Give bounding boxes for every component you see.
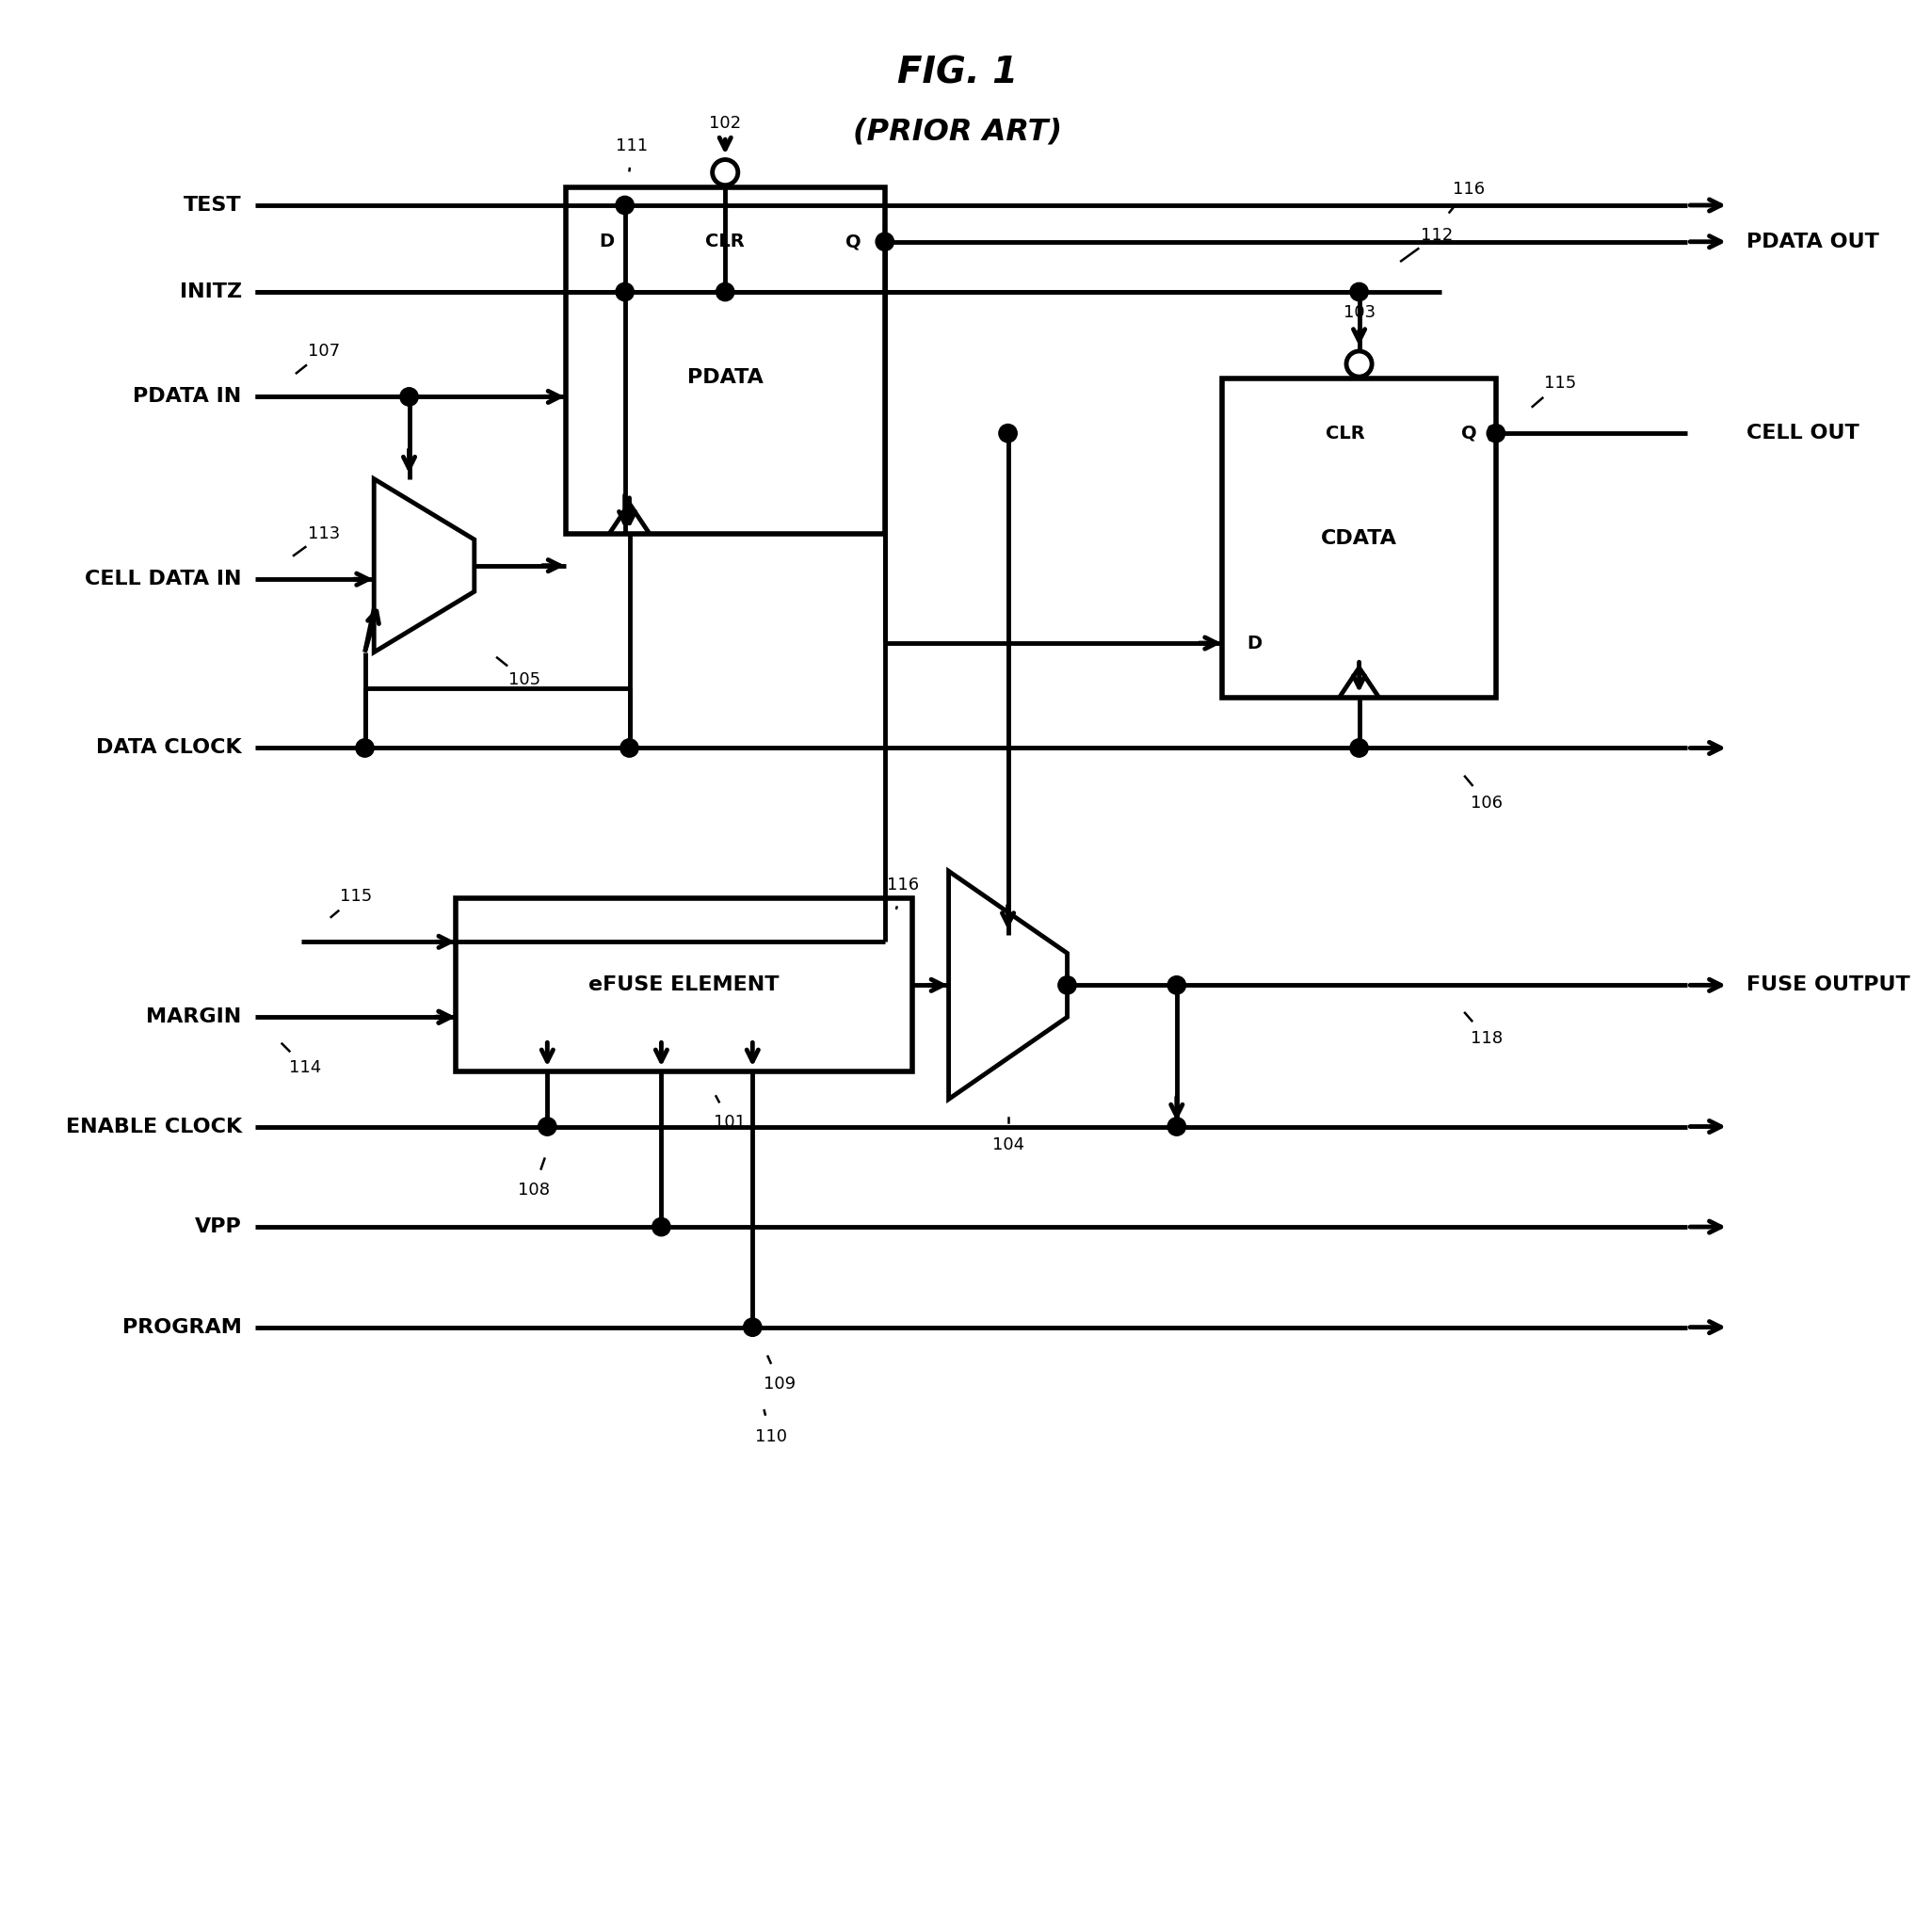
Text: 108: 108 [518,1182,550,1200]
Bar [456,898,911,1072]
Text: PDATA: PDATA [687,369,763,386]
Text: 112: 112 [1421,226,1452,243]
Circle shape [1350,282,1369,301]
Text: 114: 114 [290,1059,322,1076]
Text: PDATA OUT: PDATA OUT [1748,232,1879,251]
Text: FIG. 1: FIG. 1 [898,56,1018,91]
Text: 103: 103 [1344,305,1375,321]
Circle shape [616,282,633,301]
Circle shape [355,738,375,757]
Text: 110: 110 [755,1428,786,1445]
Circle shape [400,388,419,406]
Text: PDATA IN: PDATA IN [133,388,241,406]
Text: DATA CLOCK: DATA CLOCK [97,738,241,757]
Text: D: D [1247,634,1261,651]
Circle shape [875,232,894,251]
Text: 101: 101 [714,1113,745,1130]
Text: CDATA: CDATA [1321,529,1398,547]
Text: FUSE OUTPUT: FUSE OUTPUT [1748,976,1910,995]
Text: 116: 116 [1452,180,1485,197]
Circle shape [743,1318,761,1337]
Text: CELL DATA IN: CELL DATA IN [85,570,241,589]
Circle shape [1487,425,1504,442]
Circle shape [716,282,734,301]
Bar [566,187,884,533]
Text: TEST: TEST [183,195,241,214]
Bar [1222,379,1497,697]
Text: 102: 102 [709,114,742,131]
Text: CLR: CLR [705,232,745,251]
Text: VPP: VPP [195,1217,241,1236]
Text: INITZ: INITZ [180,282,241,301]
Circle shape [998,425,1018,442]
Text: 116: 116 [886,877,919,895]
Circle shape [713,160,738,185]
Text: 115: 115 [1543,375,1576,392]
Text: MARGIN: MARGIN [147,1009,241,1026]
Text: 107: 107 [307,342,340,359]
Circle shape [653,1217,670,1236]
Text: Q: Q [1460,425,1477,442]
Text: D: D [599,232,614,251]
Circle shape [1168,976,1186,995]
Text: PROGRAM: PROGRAM [122,1318,241,1337]
Text: 105: 105 [508,670,541,688]
Circle shape [1058,976,1076,995]
Text: 111: 111 [616,137,649,155]
Circle shape [620,738,639,757]
Text: 106: 106 [1471,794,1502,811]
Text: 109: 109 [765,1376,796,1393]
Circle shape [616,197,633,214]
Text: CELL OUT: CELL OUT [1748,423,1860,442]
Circle shape [1168,1117,1186,1136]
Text: eFUSE ELEMENT: eFUSE ELEMENT [589,976,780,995]
Text: 104: 104 [993,1136,1023,1153]
Text: 113: 113 [307,526,340,543]
Circle shape [1350,738,1369,757]
Text: 118: 118 [1471,1030,1502,1047]
Circle shape [539,1117,556,1136]
Text: CLR: CLR [1327,425,1365,442]
Text: 115: 115 [340,887,373,904]
Text: ENABLE CLOCK: ENABLE CLOCK [66,1117,241,1136]
Text: (PRIOR ART): (PRIOR ART) [854,118,1062,147]
Text: Q: Q [846,232,861,251]
Circle shape [1346,352,1371,377]
